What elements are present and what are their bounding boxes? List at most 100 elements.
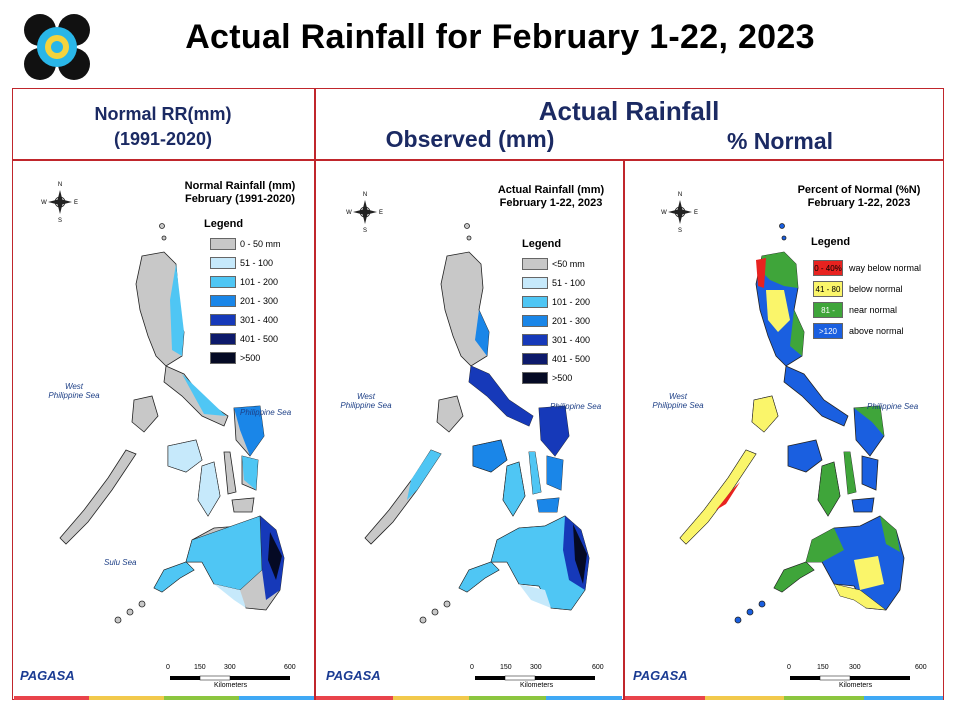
normal-legend-swatch xyxy=(210,257,236,269)
scale-bar xyxy=(170,675,290,681)
normal-header-line2: (1991-2020) xyxy=(113,129,213,149)
divider-left xyxy=(314,88,316,700)
actual-legend-swatch xyxy=(522,334,548,346)
scale-tick-600: 600 xyxy=(284,664,296,671)
compass-rose-actual xyxy=(353,200,377,224)
compass-e: E xyxy=(74,200,78,206)
percent-map-svg: N S W E xyxy=(661,192,910,681)
observed-header: Observed (mm) xyxy=(385,126,555,152)
percent-normal-map-panel: N S W E Percent of Normal (%N) February … xyxy=(625,160,943,700)
normal-legend-label: 401 - 500 xyxy=(240,334,279,344)
footer-color-segment xyxy=(469,696,546,700)
normal-map-svg: N S W E xyxy=(41,182,290,681)
actual-legend-swatch xyxy=(522,258,548,270)
actual-legend-swatch xyxy=(522,277,548,289)
pagasa-brand: PAGASA xyxy=(20,668,75,683)
footer-color-segment xyxy=(89,696,164,700)
footer-color-segment xyxy=(545,696,622,700)
normal-legend-swatch xyxy=(210,333,236,345)
footer-color-segment xyxy=(863,696,943,700)
normal-legend-label: >500 xyxy=(240,353,261,363)
pagasa-logo xyxy=(22,12,92,82)
compass-s: S xyxy=(58,218,62,224)
actual-legend-swatch xyxy=(522,372,548,384)
percent-legend-swatch: 41 - 80 xyxy=(813,281,843,297)
percent-legend-label: way below normal xyxy=(849,263,922,273)
compass-w: W xyxy=(41,200,47,206)
scale-tick-0: 0 xyxy=(166,664,170,671)
actual-legend-label: 51 - 100 xyxy=(552,278,586,288)
svg-text:S: S xyxy=(678,228,682,234)
percent-legend-label: near normal xyxy=(849,305,898,315)
percent-legend-swatch: >120 xyxy=(813,323,843,339)
sea-label-sulu: Sulu Sea xyxy=(104,558,137,567)
sea-label-east-percent: Philippine Sea xyxy=(867,402,919,411)
pagasa-brand-actual: PAGASA xyxy=(326,668,381,683)
normal-legend-swatch xyxy=(210,238,236,250)
footer-color-segment xyxy=(164,696,239,700)
scale-unit: Kilometers xyxy=(214,682,248,689)
percent-legend-swatch: 0 - 40% xyxy=(813,260,843,276)
svg-text:W: W xyxy=(661,210,667,216)
compass-n: N xyxy=(58,182,62,188)
header-divider xyxy=(12,159,944,161)
footer-color-segment xyxy=(239,696,314,700)
percent-legend-label: below normal xyxy=(849,284,903,294)
footer-color-segment xyxy=(704,696,784,700)
normal-header-line1: Normal RR(mm) xyxy=(94,104,232,124)
pagasa-brand-percent: PAGASA xyxy=(633,668,688,683)
sea-label-west-percent: West Philippine Sea xyxy=(652,392,704,410)
normal-legend-label: 51 - 100 xyxy=(240,258,274,268)
footer-color-segment xyxy=(625,696,705,700)
svg-text:S: S xyxy=(363,228,367,234)
normal-legend-swatch xyxy=(210,276,236,288)
compass-rose xyxy=(48,190,72,214)
percent-legend-title: Legend xyxy=(811,236,851,248)
scale-tick-300: 300 xyxy=(224,664,236,671)
actual-map-title: Actual Rainfall (mm) February 1-22, 2023 xyxy=(497,184,605,209)
scale-bar-percent xyxy=(790,675,910,681)
scale-tick-150: 150 xyxy=(194,664,206,671)
actual-legend-swatch xyxy=(522,296,548,308)
sea-label-east-actual: Philippine Sea xyxy=(550,402,602,411)
normal-legend-label: 101 - 200 xyxy=(240,277,279,287)
actual-legend-label: <50 mm xyxy=(552,259,585,269)
normal-legend-label: 0 - 50 mm xyxy=(240,239,281,249)
footer-color-segment xyxy=(784,696,864,700)
normal-rainfall-map-panel: N S W E Normal Rainfall (mm) February (1… xyxy=(14,160,314,700)
percent-header: % Normal xyxy=(726,128,834,154)
actual-map-svg: N S W E xyxy=(346,192,595,681)
normal-legend-swatch xyxy=(210,352,236,364)
percent-map-title: Percent of Normal (%N) February 1-22, 20… xyxy=(797,184,921,209)
sea-label-west-actual: West Philippine Sea xyxy=(340,392,392,410)
scale-bar-actual xyxy=(475,675,595,681)
svg-text:E: E xyxy=(379,210,383,216)
normal-legend-swatch xyxy=(210,295,236,307)
actual-legend-label: 301 - 400 xyxy=(552,335,591,345)
normal-legend-swatch xyxy=(210,314,236,326)
actual-legend-swatch xyxy=(522,315,548,327)
sea-label-west: West Philippine Sea xyxy=(48,382,100,400)
normal-map-title: Normal Rainfall (mm) February (1991-2020… xyxy=(184,180,296,205)
compass-rose-percent xyxy=(668,200,692,224)
svg-text:E: E xyxy=(694,210,698,216)
normal-legend-title: Legend xyxy=(204,218,244,230)
normal-zone-east-luzon xyxy=(170,264,184,356)
actual-legend-title: Legend xyxy=(522,238,562,250)
svg-text:N: N xyxy=(678,192,682,198)
actual-header: Actual Rainfall xyxy=(538,96,720,126)
percent-legend-label: above normal xyxy=(849,326,904,336)
actual-legend-label: 101 - 200 xyxy=(552,297,591,307)
footer-color-segment xyxy=(392,696,469,700)
actual-legend-label: >500 xyxy=(552,373,573,383)
footer-color-segment xyxy=(316,696,393,700)
normal-legend-label: 301 - 400 xyxy=(240,315,279,325)
actual-legend-swatch xyxy=(522,353,548,365)
svg-text:N: N xyxy=(363,192,367,198)
normal-header: Normal RR(mm) (1991-2020) xyxy=(14,104,312,150)
percent-legend-swatch: 81 - 120 xyxy=(813,302,843,331)
page-title: Actual Rainfall for February 1-22, 2023 xyxy=(185,18,815,56)
footer-color-segment xyxy=(14,696,89,700)
actual-legend-label: 201 - 300 xyxy=(552,316,591,326)
normal-legend-label: 201 - 300 xyxy=(240,296,279,306)
